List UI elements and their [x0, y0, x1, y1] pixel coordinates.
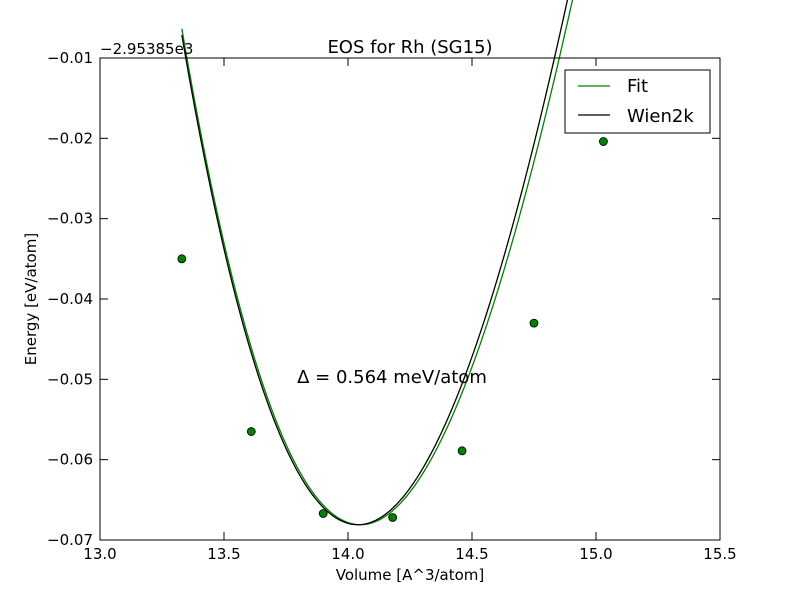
y-tick-label: −0.03: [47, 210, 93, 228]
x-tick-label: 14.0: [331, 545, 364, 563]
data-point: [246, 427, 256, 436]
legend: Fit Wien2k: [564, 69, 711, 134]
series-curves: [181, 0, 574, 526]
data-point: [529, 318, 539, 328]
series-line-wien2k: [181, 0, 569, 526]
chart-title: EOS for Rh (SG15): [327, 37, 492, 58]
data-point: [388, 513, 398, 522]
y-axis-label: Energy [eV/atom]: [22, 233, 40, 365]
x-tick-label: 13.0: [83, 545, 116, 563]
x-axis-label: Volume [A^3/atom]: [336, 566, 485, 584]
x-tick-label: 15.0: [579, 545, 612, 563]
y-tick-label: −0.04: [47, 290, 93, 308]
y-tick-label: −0.07: [47, 531, 93, 549]
y-axis-offset-label: −2.95385e3: [100, 40, 193, 58]
legend-label-wien2k: Wien2k: [627, 106, 694, 127]
x-tick-label: 15.5: [703, 545, 736, 563]
delta-annotation: Δ = 0.564 meV/atom: [297, 367, 487, 388]
x-tick-label: 14.5: [455, 545, 488, 563]
data-point: [177, 254, 187, 264]
x-tick-label: 13.5: [207, 545, 240, 563]
series-line-fit: [181, 0, 574, 526]
legend-box: [564, 69, 711, 134]
series-data-points: [177, 137, 608, 522]
x-axis-ticks: 13.0 13.5 14.0 14.5 15.0 15.5: [83, 58, 737, 563]
data-point: [457, 446, 467, 456]
data-point: [318, 509, 328, 518]
legend-label-fit: Fit: [627, 76, 648, 97]
y-axis-ticks: −0.07 −0.06 −0.05 −0.04 −0.03 −0.02 −0.01: [47, 49, 720, 549]
data-point: [599, 137, 608, 146]
y-tick-label: −0.02: [47, 129, 93, 147]
y-tick-label: −0.06: [47, 451, 93, 469]
y-tick-label: −0.01: [47, 49, 93, 67]
y-tick-label: −0.05: [47, 370, 93, 388]
